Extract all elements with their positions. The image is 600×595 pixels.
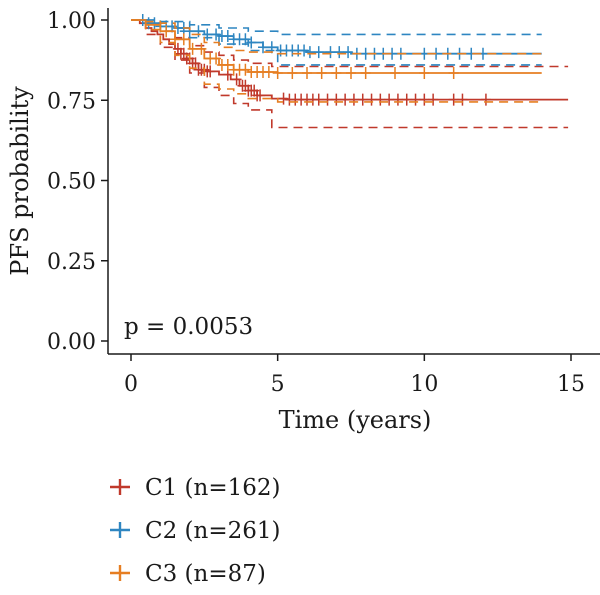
censor-mark xyxy=(325,46,336,59)
censor-mark xyxy=(480,93,491,106)
y-tick-label: 0.50 xyxy=(47,170,96,195)
censor-mark xyxy=(240,33,251,46)
censor-mark xyxy=(149,17,160,30)
censor-mark xyxy=(448,93,459,106)
legend-swatch xyxy=(110,565,130,581)
censor-mark xyxy=(205,65,216,78)
censor-mark xyxy=(255,89,266,102)
legend-item-1: C1 (n=162) xyxy=(110,475,280,501)
censor-mark xyxy=(222,58,233,71)
censor-mark xyxy=(334,46,345,59)
censor-mark xyxy=(211,52,222,65)
censor-mark xyxy=(170,33,180,46)
censor-mark xyxy=(340,93,351,106)
censor-mark xyxy=(302,66,312,79)
censor-mark xyxy=(343,46,354,59)
censor-mark xyxy=(384,93,395,106)
censor-mark xyxy=(278,92,289,105)
legend-item-2: C2 (n=261) xyxy=(110,518,280,544)
axes: 0.00 0.25 0.50 0.75 1.00 0 5 10 15 xyxy=(47,8,600,397)
censor-mark xyxy=(240,63,251,76)
legend-swatch xyxy=(110,479,130,495)
y-axis-title: PFS probability xyxy=(6,86,34,276)
legend-label: C1 (n=162) xyxy=(145,475,280,501)
legend: C1 (n=162) C2 (n=261) C3 (n=87) xyxy=(110,475,280,587)
y-tick-label: 0.25 xyxy=(47,250,96,275)
p-value-annotation: p = 0.0053 xyxy=(124,314,253,340)
ci-lower-line xyxy=(131,19,542,103)
censor-mark xyxy=(266,41,277,54)
censor-mark xyxy=(375,93,386,106)
censor-mark xyxy=(357,93,368,106)
censor-mark xyxy=(258,41,268,54)
x-tick-label: 15 xyxy=(557,372,585,397)
censor-mark xyxy=(322,93,333,106)
plot-area xyxy=(131,14,569,129)
censor-mark xyxy=(331,66,342,79)
legend-label: C3 (n=87) xyxy=(145,561,266,587)
censor-mark xyxy=(178,33,189,46)
censor-mark xyxy=(331,93,342,106)
legend-label: C2 (n=261) xyxy=(145,518,280,544)
censor-mark xyxy=(346,66,356,79)
censor-mark xyxy=(390,66,400,79)
censor-mark xyxy=(246,36,257,49)
censor-mark xyxy=(287,66,298,79)
series-3 xyxy=(131,19,542,103)
y-tick-label: 1.00 xyxy=(47,9,96,34)
censor-mark xyxy=(193,25,204,38)
series-2 xyxy=(131,14,542,66)
censor-mark xyxy=(313,46,324,59)
censor-mark xyxy=(366,93,377,106)
censor-mark xyxy=(419,93,430,106)
censor-mark xyxy=(196,42,207,55)
censor-mark xyxy=(401,93,412,106)
censor-mark xyxy=(190,57,201,70)
censor-mark xyxy=(313,93,324,106)
x-tick-label: 10 xyxy=(410,372,438,397)
censor-mark xyxy=(457,93,468,106)
censor-mark xyxy=(231,73,242,86)
legend-swatch xyxy=(110,522,130,538)
ci-upper-line xyxy=(131,19,542,55)
censor-mark xyxy=(187,42,198,55)
x-tick-label: 5 xyxy=(271,372,285,397)
censor-mark xyxy=(202,28,213,41)
censor-mark xyxy=(161,25,172,38)
censor-mark xyxy=(448,66,459,79)
censor-mark xyxy=(263,66,274,79)
censor-mark xyxy=(392,93,403,106)
x-tick-label: 0 xyxy=(124,372,138,397)
y-tick-label: 0.75 xyxy=(47,89,96,114)
censor-mark xyxy=(348,93,359,106)
legend-item-3: C3 (n=87) xyxy=(110,561,266,587)
censor-mark xyxy=(360,66,371,79)
censor-mark xyxy=(410,93,421,106)
censor-mark xyxy=(419,66,430,79)
x-axis-title: Time (years) xyxy=(279,406,432,434)
censor-mark xyxy=(272,66,283,79)
y-tick-label: 0.00 xyxy=(47,330,96,355)
censor-mark xyxy=(299,44,310,57)
censor-mark xyxy=(316,66,327,79)
censor-mark xyxy=(428,93,439,106)
censor-mark xyxy=(211,28,222,41)
censor-mark xyxy=(304,46,315,59)
censor-mark xyxy=(222,30,233,43)
